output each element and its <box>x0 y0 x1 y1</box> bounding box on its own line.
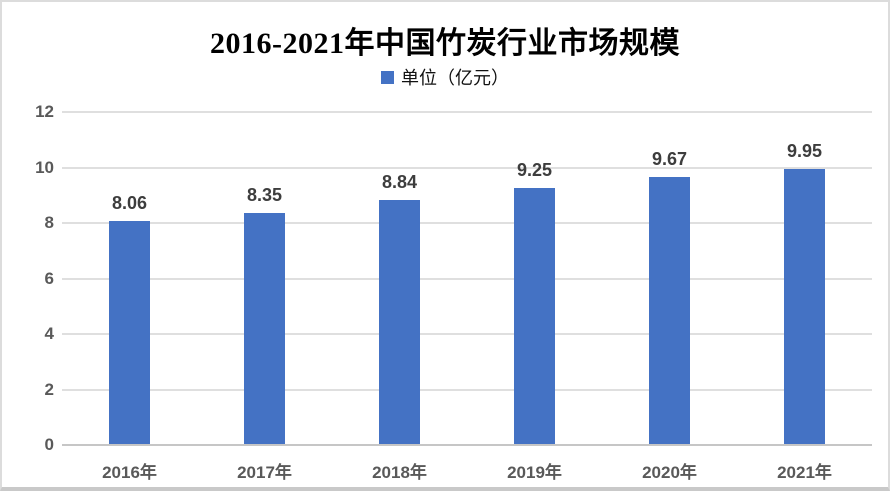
bar-2018年 <box>379 199 420 445</box>
gridline <box>62 222 872 224</box>
y-tick-label: 4 <box>44 324 54 343</box>
bar-2019年 <box>514 188 555 445</box>
data-label: 8.84 <box>381 171 418 192</box>
bar-2020年 <box>649 176 690 445</box>
y-tick-label: 0 <box>44 435 54 454</box>
data-label: 9.95 <box>786 140 823 161</box>
gridline <box>62 111 872 113</box>
y-tick-label: 12 <box>35 102 54 121</box>
bar-2016年 <box>109 221 150 445</box>
y-tick-label: 10 <box>35 157 54 177</box>
y-tick-label: 8 <box>44 213 54 232</box>
x-tick-label: 2021年 <box>777 463 832 482</box>
legend-label: 单位（亿元） <box>401 68 509 88</box>
x-axis-line <box>62 444 872 446</box>
x-tick-label: 2018年 <box>372 463 427 482</box>
bar-2021年 <box>784 168 825 445</box>
data-label: 9.25 <box>516 160 553 181</box>
data-label: 8.35 <box>246 185 283 206</box>
data-label: 9.67 <box>651 148 688 169</box>
y-tick-label: 6 <box>44 268 54 288</box>
bar-2017年 <box>244 213 285 445</box>
x-tick-label: 2016年 <box>102 463 157 482</box>
gridline <box>62 388 872 391</box>
data-label: 8.06 <box>111 193 148 214</box>
gridline <box>62 166 872 169</box>
gridline <box>62 333 872 335</box>
plot-area: 0 2 4 6 8 10 12 8.06 2016年 8.35 2017年 8.84 2018年 9.25… <box>35 102 872 482</box>
legend-swatch-icon <box>381 70 394 84</box>
y-tick-label: 2 <box>44 379 54 399</box>
chart-title: 2016-2021年中国竹炭行业市场规模 <box>210 27 680 60</box>
x-tick-label: 2020年 <box>642 463 697 482</box>
gridline <box>62 277 872 280</box>
x-tick-label: 2019年 <box>507 463 562 482</box>
x-tick-label: 2017年 <box>237 463 292 482</box>
legend: 单位（亿元） <box>2 64 888 90</box>
